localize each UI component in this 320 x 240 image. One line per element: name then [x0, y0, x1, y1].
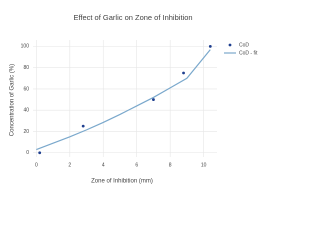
legend-label: CoD	[239, 42, 249, 48]
x-axis-label: Zone of Inhibition (mm)	[91, 179, 153, 185]
point	[182, 71, 185, 75]
x-tick-label: 10	[201, 162, 207, 168]
legend-label: CoD - fit	[239, 50, 258, 56]
y-tick-label: 80	[23, 65, 29, 71]
point	[38, 151, 42, 155]
x-tick-label: 2	[68, 162, 71, 168]
x-tick-label: 0	[35, 162, 38, 168]
y-tick-label: 20	[23, 129, 29, 135]
chart: Effect of Garlic on Zone of Inhibition Z…	[10, 13, 258, 185]
fit-line	[36, 49, 211, 151]
x-tick-label: 4	[102, 162, 105, 168]
y-tick-label: 40	[23, 108, 29, 114]
y-tick-label: 0	[26, 150, 29, 156]
point	[208, 44, 212, 48]
point	[81, 124, 85, 128]
y-axis-label: Concentration of Garlic (%)	[10, 64, 16, 136]
chart-title: Effect of Garlic on Zone of Inhibition	[73, 13, 192, 22]
point	[152, 98, 155, 101]
legend-swatch	[228, 43, 232, 47]
x-tick-label: 8	[169, 162, 172, 168]
y-tick-label: 100	[21, 44, 30, 50]
x-tick-label: 6	[135, 162, 138, 168]
y-tick-label: 60	[23, 86, 29, 92]
